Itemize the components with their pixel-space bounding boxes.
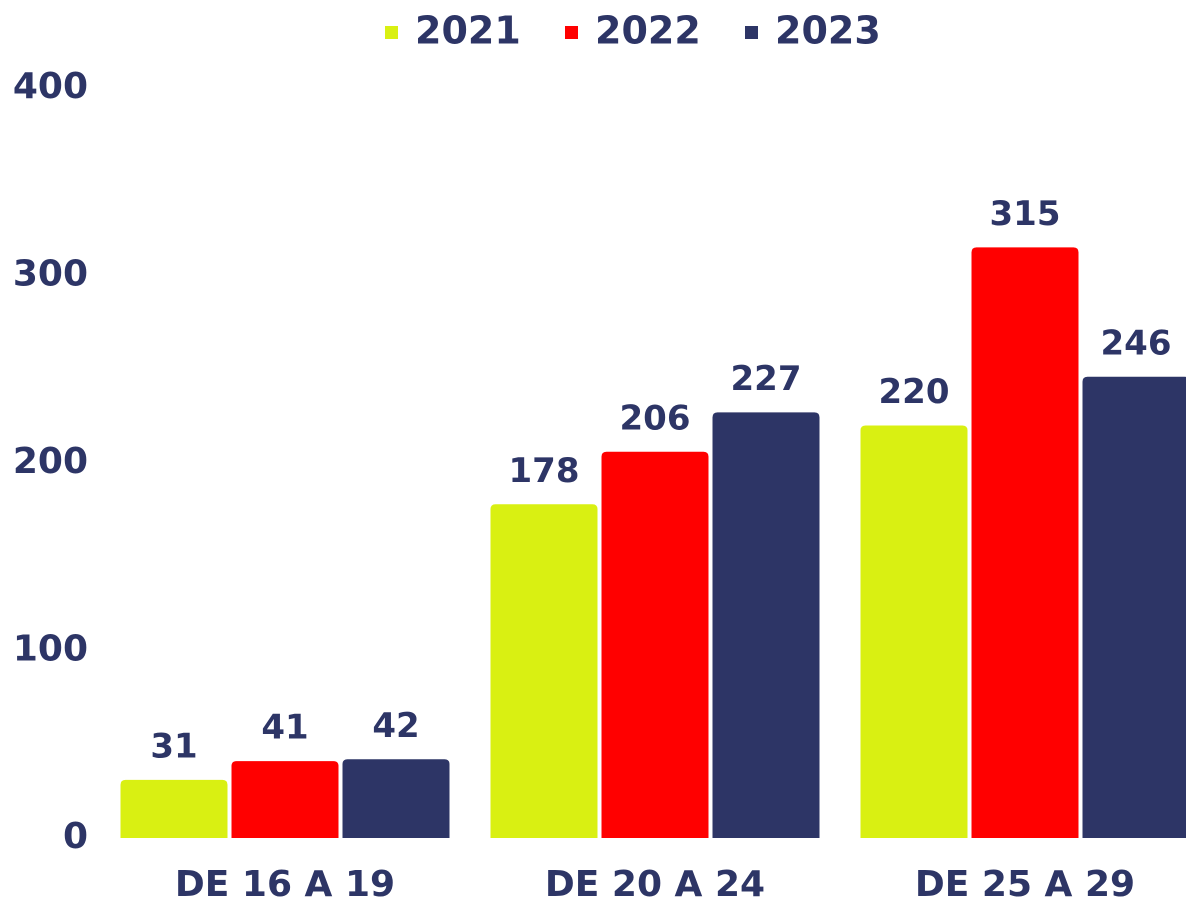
y-tick-label: 100: [13, 629, 88, 670]
data-label: 227: [731, 359, 802, 399]
legend-swatch: [385, 26, 398, 39]
data-label: 246: [1101, 323, 1172, 363]
bar: [601, 451, 709, 838]
bar: [1082, 376, 1186, 838]
bar: [342, 759, 450, 838]
x-tick-label: DE 16 A 19: [175, 864, 395, 900]
data-label: 220: [879, 372, 950, 412]
bar: [860, 425, 968, 838]
y-tick-label: 0: [63, 816, 88, 857]
data-label: 42: [372, 706, 419, 746]
bar: [231, 761, 339, 838]
legend-swatch: [565, 26, 578, 39]
data-label: 41: [261, 708, 308, 748]
y-tick-label: 200: [13, 441, 88, 482]
y-tick-label: 400: [13, 66, 88, 107]
y-tick-label: 300: [13, 254, 88, 295]
x-tick-label: DE 20 A 24: [545, 864, 765, 900]
legend-label: 2021: [415, 9, 521, 53]
bar: [971, 247, 1079, 838]
legend-label: 2023: [775, 9, 881, 53]
data-label: 315: [990, 194, 1061, 234]
data-label: 206: [620, 398, 691, 438]
legend-label: 2022: [595, 9, 701, 53]
bar: [490, 504, 598, 838]
bar: [712, 412, 820, 838]
data-label: 178: [509, 451, 580, 491]
legend-swatch: [745, 26, 758, 39]
data-label: 31: [150, 726, 197, 766]
bar: [120, 779, 228, 838]
x-tick-label: DE 25 A 29: [915, 864, 1135, 900]
